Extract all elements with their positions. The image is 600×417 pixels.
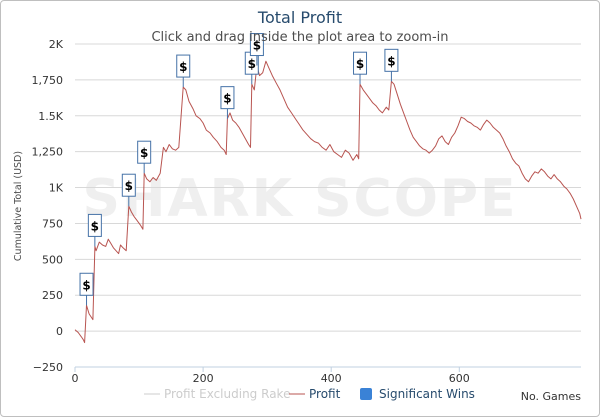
- significant-win-flag[interactable]: $: [79, 272, 94, 306]
- significant-win-flag[interactable]: $: [87, 213, 102, 247]
- flag-box: [79, 272, 94, 296]
- flag-box: [384, 48, 399, 72]
- legend[interactable]: Profit Excluding Rake Profit Significant W…: [144, 387, 475, 401]
- legend-square-symbol: [360, 388, 372, 400]
- significant-win-flag[interactable]: $: [176, 54, 191, 88]
- y-tick-label: 2K: [49, 38, 64, 51]
- x-tick-label: 0: [72, 372, 79, 385]
- significant-win-flag[interactable]: $: [384, 48, 399, 82]
- significant-win-flag[interactable]: $: [249, 33, 264, 66]
- flag-label: $: [223, 92, 231, 106]
- significant-win-flag[interactable]: $: [244, 51, 259, 85]
- legend-item[interactable]: Significant Wins: [360, 387, 475, 401]
- y-axis-title: Cumulative Total (USD): [13, 151, 24, 261]
- flag-label: $: [140, 146, 148, 160]
- legend-item[interactable]: Profit Excluding Rake: [144, 387, 290, 401]
- chart-title: Total Profit: [257, 8, 342, 27]
- x-axis-title: No. Games: [521, 390, 582, 403]
- flag-box: [87, 213, 102, 237]
- legend-item[interactable]: Profit: [289, 387, 341, 401]
- y-tick-label: 250: [42, 289, 63, 302]
- flag-label: $: [248, 57, 256, 71]
- x-tick-label: 200: [193, 372, 214, 385]
- y-tick-label: 1K: [49, 182, 64, 195]
- series-line-profit[interactable]: [74, 60, 582, 344]
- flag-label: $: [82, 278, 90, 292]
- flag-label: $: [125, 179, 133, 193]
- flag-box: [176, 54, 191, 78]
- watermark: SHARK SCOPE: [82, 169, 517, 229]
- flag-box: [220, 86, 235, 110]
- flag-box: [249, 33, 264, 57]
- y-tick-label: 1,250: [32, 146, 64, 159]
- y-tick-label: 500: [42, 253, 63, 266]
- chart-subtitle: Click and drag inside the plot area to z…: [151, 30, 448, 45]
- x-tick-label: 600: [449, 372, 470, 385]
- flag-box: [353, 51, 368, 75]
- series-layer: [74, 60, 582, 344]
- flag-box: [137, 140, 152, 164]
- significant-win-flags: $ $ $ $ $ $ $ $ $ $: [79, 33, 399, 306]
- significant-win-flag[interactable]: $: [121, 173, 136, 207]
- y-tick-label: 1.5K: [38, 110, 63, 123]
- y-tick-label: 1,750: [32, 74, 64, 87]
- flag-label: $: [253, 39, 261, 53]
- y-tick-label: −250: [33, 361, 63, 374]
- legend-label: Profit Excluding Rake: [164, 387, 290, 401]
- flag-label: $: [356, 57, 364, 71]
- legend-label: Profit: [309, 387, 341, 401]
- significant-win-flag[interactable]: $: [353, 51, 368, 85]
- flag-label: $: [179, 60, 187, 74]
- flag-label: $: [387, 54, 395, 68]
- flag-label: $: [91, 219, 99, 233]
- significant-win-flag[interactable]: $: [137, 140, 152, 174]
- legend-label: Significant Wins: [379, 387, 475, 401]
- y-tick-label: 0: [56, 325, 63, 338]
- x-tick-label: 400: [321, 372, 342, 385]
- axes: −250 0 250 500 750 1K 1,250 1.5K 1,750 2K 0 200 400 6…: [32, 38, 581, 385]
- y-tick-label: 750: [42, 217, 63, 230]
- flag-box: [121, 173, 136, 197]
- significant-win-flag[interactable]: $: [220, 86, 235, 119]
